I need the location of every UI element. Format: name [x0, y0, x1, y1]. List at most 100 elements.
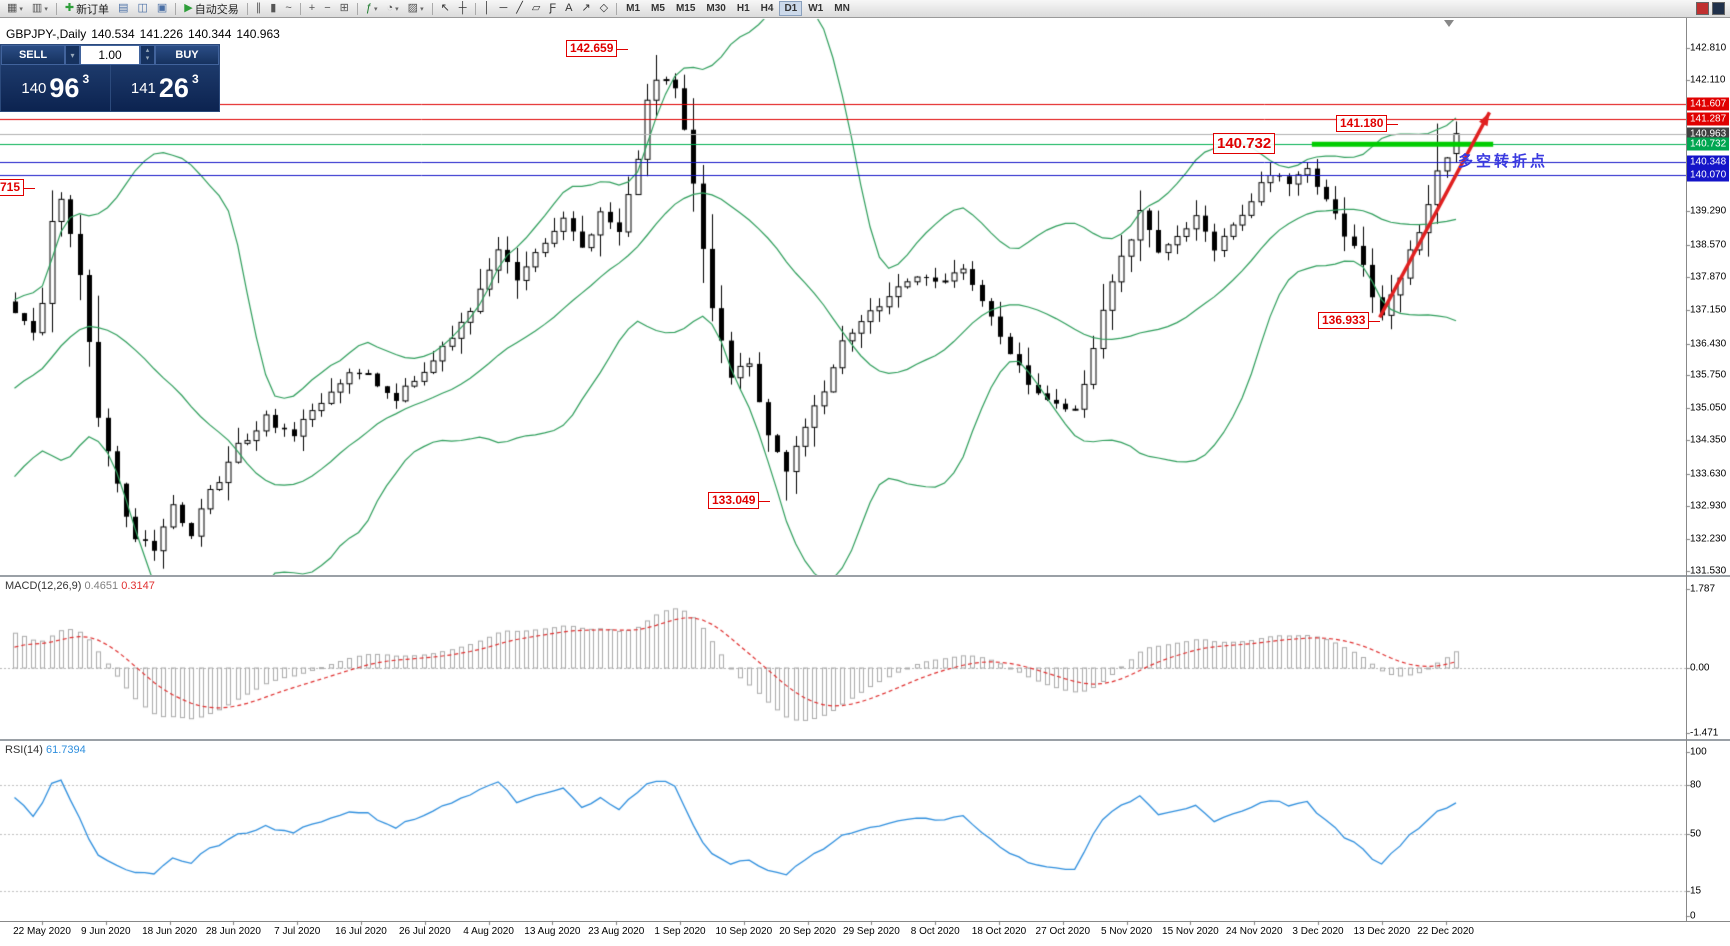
- fibonacci-icon: Ƒ: [549, 2, 557, 14]
- axis-scale-label: 137.870: [1690, 271, 1727, 283]
- mobile-app-icon[interactable]: [1712, 2, 1725, 15]
- timeframe-d1[interactable]: D1: [779, 1, 803, 16]
- new-order-button[interactable]: ✚ 新订单: [61, 0, 113, 17]
- vertical-line-icon[interactable]: │: [480, 0, 495, 17]
- cursor-icon: ↖: [440, 2, 450, 14]
- indicators-icon[interactable]: ƒ ▾: [362, 0, 382, 17]
- date-axis[interactable]: 22 May 2020 9 Jun 2020 18 Jun 2020 28 Jun 2…: [0, 921, 1730, 946]
- shapes-icon[interactable]: ◇: [596, 0, 612, 17]
- text-icon[interactable]: A: [561, 0, 576, 17]
- timeframe-h4[interactable]: H4: [760, 3, 774, 14]
- axis-scale-label: 15: [1690, 885, 1702, 897]
- price-annotation[interactable]: 136.933: [1318, 312, 1381, 329]
- fibonacci-icon[interactable]: Ƒ: [545, 0, 560, 17]
- horizontal-line-icon[interactable]: ─: [495, 0, 511, 17]
- date-axis-label: 4 Aug 2020: [463, 926, 514, 937]
- cursor-icon[interactable]: ↖: [437, 0, 454, 17]
- volume-spinner[interactable]: ▴ ▾: [140, 45, 155, 65]
- timeframe-m30[interactable]: M30: [706, 3, 726, 14]
- volume-down-icon[interactable]: ▾: [145, 55, 150, 62]
- toolbar-separator: [616, 2, 618, 15]
- date-axis-label: 13 Aug 2020: [524, 926, 581, 937]
- price-annotation[interactable]: 142.659: [566, 40, 629, 57]
- periods-icon[interactable]: ◔ ▾: [382, 0, 402, 17]
- toolbar-separator: [55, 2, 57, 15]
- volume-up-icon[interactable]: ▴: [145, 47, 150, 54]
- terminal-icon[interactable]: ▣: [153, 0, 171, 17]
- tile-windows-icon[interactable]: ⊞: [336, 0, 353, 17]
- charts-red-icon[interactable]: [1696, 2, 1709, 15]
- timeframe-m1[interactable]: M1: [626, 3, 641, 14]
- timeframe-mn[interactable]: MN: [834, 3, 850, 14]
- date-axis-label: 28 Jun 2020: [205, 926, 261, 937]
- trendline-icon[interactable]: ╱: [512, 0, 527, 17]
- date-axis-label: 8 Oct 2020: [910, 926, 960, 937]
- channel-icon[interactable]: ▱: [528, 0, 544, 17]
- date-axis-label: 20 Sep 2020: [779, 926, 836, 937]
- rs-value: 61.7394: [45, 744, 86, 756]
- panel-splitter-macd[interactable]: [0, 575, 1730, 577]
- sell-price-pips: 96: [49, 72, 80, 103]
- axis-scale-label: 142.110: [1690, 74, 1726, 86]
- autotrading-button-label: 自动交易: [194, 3, 239, 16]
- zoom-out-icon[interactable]: −: [320, 0, 334, 17]
- trendline-icon: ╱: [516, 2, 523, 14]
- chinese-annotation[interactable]: 多空转折点: [1458, 153, 1549, 170]
- timeframe-h1[interactable]: H1: [736, 3, 750, 14]
- buy-price-pips: 26: [158, 72, 189, 103]
- left-partial-annotation[interactable]: 715: [0, 179, 36, 196]
- line-chart-icon[interactable]: ~: [281, 0, 295, 17]
- price-annotation[interactable]: 140.732: [1213, 133, 1276, 154]
- order-options-caret-icon[interactable]: ▾: [65, 45, 80, 65]
- candlestick-chart-icon[interactable]: ▮: [266, 0, 280, 17]
- data-window-icon[interactable]: ◫: [133, 0, 151, 17]
- macd-name: MACD(12,26,9): [5, 580, 82, 592]
- sell-price-base: 140: [21, 79, 47, 97]
- line-chart-icon: ~: [285, 2, 292, 14]
- sell-button[interactable]: SELL: [1, 45, 65, 65]
- date-axis-label: 22 May 2020: [13, 926, 71, 937]
- date-axis-label: 13 Dec 2020: [1353, 926, 1411, 937]
- date-axis-label: 1 Sep 2020: [654, 926, 706, 937]
- price-axis[interactable]: 142.810 142.110 139.290 138.570 137.870 137.1…: [1687, 0, 1730, 946]
- crosshair-icon: ┼: [458, 2, 467, 14]
- timeframe-w1[interactable]: W1: [808, 3, 824, 14]
- panel-splitter-rsi[interactable]: [0, 739, 1730, 741]
- price-level-tag: 141.607: [1687, 97, 1729, 111]
- date-axis-label: 10 Sep 2020: [715, 926, 773, 937]
- date-axis-label: 7 Jul 2020: [274, 926, 321, 937]
- axis-scale-label: 1.787: [1690, 583, 1716, 595]
- macd-label: MACD(12,26,9) 0.4651 0.3147: [5, 580, 155, 592]
- timeframe-m5[interactable]: M5: [651, 3, 665, 14]
- crosshair-icon[interactable]: ┼: [455, 0, 471, 17]
- zoom-in-icon: +: [308, 2, 316, 14]
- price-annotation[interactable]: 133.049: [708, 492, 771, 509]
- autotrading-button[interactable]: ▶ 自动交易: [180, 0, 242, 17]
- text-icon: A: [565, 2, 573, 14]
- buy-price-display[interactable]: 141 26 3: [109, 65, 219, 111]
- price-annotation[interactable]: 141.180: [1336, 115, 1399, 132]
- timeframe-m15[interactable]: M15: [675, 3, 696, 14]
- zoom-in-icon[interactable]: +: [305, 0, 319, 17]
- macd-signal-value: 0.3147: [121, 580, 155, 592]
- market-watch-icon[interactable]: ▤: [114, 0, 132, 17]
- axis-scale-label: 0: [1690, 910, 1696, 922]
- bar-chart-icon[interactable]: ∥: [252, 0, 266, 17]
- axis-scale-label: 132.930: [1690, 500, 1727, 512]
- indicators-icon: ƒ: [365, 2, 372, 14]
- volume-input[interactable]: [80, 45, 140, 65]
- horizontal-line-icon: ─: [499, 2, 508, 14]
- toolbar-separator: [356, 2, 358, 15]
- toolbar-right-icons: [1696, 2, 1727, 15]
- axis-scale-label: 50: [1690, 828, 1702, 840]
- buy-button[interactable]: BUY: [155, 45, 219, 65]
- profiles-icon[interactable]: ▥ ▾: [28, 0, 52, 17]
- chart-shift-marker[interactable]: [1444, 20, 1454, 27]
- sell-price-display[interactable]: 140 96 3: [1, 65, 110, 111]
- axis-scale-label: 135.050: [1690, 402, 1727, 414]
- templates-icon[interactable]: ▨ ▾: [404, 0, 428, 17]
- data-window-icon: ◫: [137, 2, 148, 14]
- arrows-icon[interactable]: ↗: [577, 0, 594, 17]
- new-chart-icon[interactable]: ▦ ▾: [3, 0, 27, 17]
